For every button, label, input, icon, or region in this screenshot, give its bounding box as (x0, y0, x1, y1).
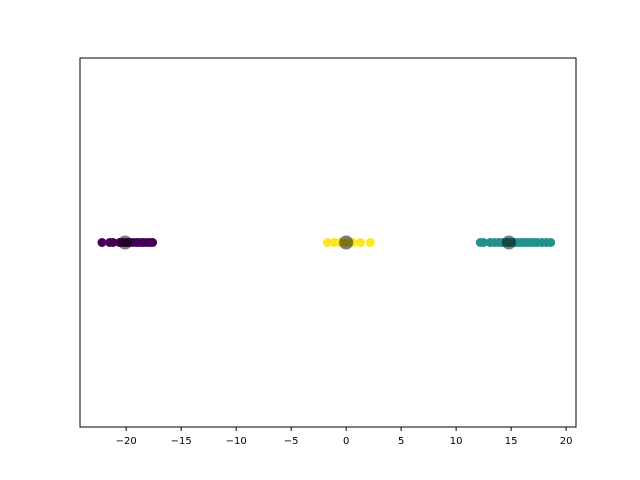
data-point-series-0 (97, 238, 107, 247)
x-tick-label: 5 (398, 436, 404, 447)
data-point-series-2 (322, 238, 332, 247)
data-point-series-1 (546, 238, 556, 247)
x-tick-label: −15 (171, 436, 192, 447)
cluster-center-marker (501, 235, 516, 250)
x-tick-label: −5 (284, 436, 299, 447)
cluster-center-marker (118, 235, 133, 250)
data-point-series-1 (479, 238, 489, 247)
x-tick-label: 15 (505, 436, 518, 447)
data-point-series-2 (365, 238, 375, 247)
cluster-centers (118, 235, 516, 250)
plot-frame (79, 57, 577, 428)
data-point-series-0 (148, 238, 158, 247)
data-point-series-2 (355, 238, 365, 247)
x-tick-label: 20 (560, 436, 573, 447)
x-axis: −20 −15 −10 −5 0 5 10 15 20 (116, 427, 573, 447)
data-point-series-0 (108, 238, 118, 247)
x-tick-label: −10 (226, 436, 247, 447)
x-tick-label: 0 (343, 436, 349, 447)
x-tick-label: 10 (450, 436, 463, 447)
cluster-center-marker (339, 235, 354, 250)
x-tick-label: −20 (116, 436, 137, 447)
